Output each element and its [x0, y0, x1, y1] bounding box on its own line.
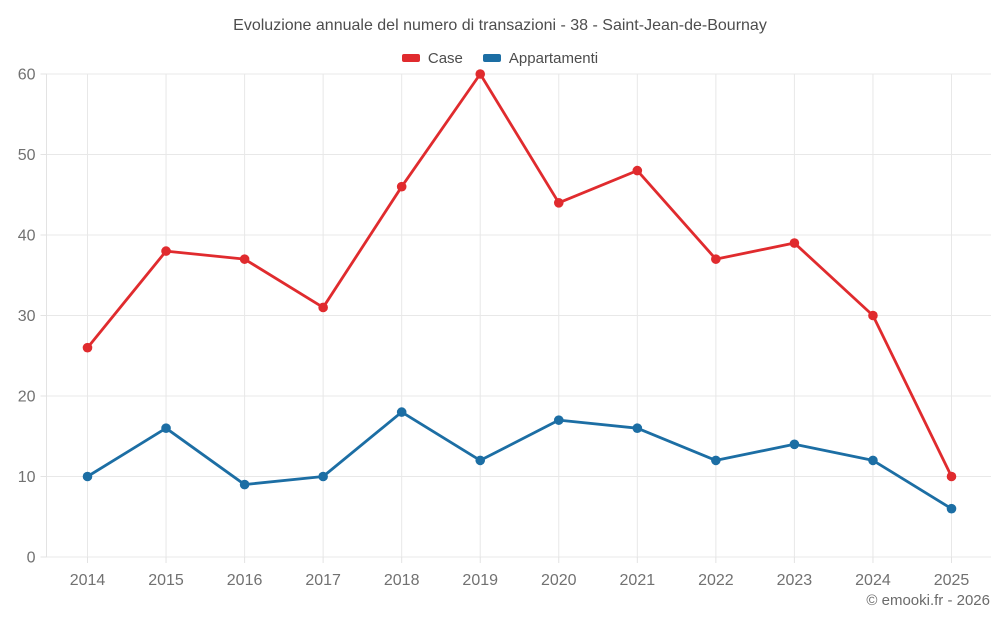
- y-tick-label: 40: [18, 228, 36, 245]
- x-tick-label: 2025: [934, 572, 970, 589]
- data-point-case-2025: [946, 471, 957, 482]
- x-tick-label: 2017: [305, 572, 341, 589]
- data-point-case-2018: [396, 181, 407, 192]
- legend-label: Case: [427, 49, 463, 67]
- data-point-appartamenti-2015: [161, 423, 171, 434]
- x-tick-label: 2024: [855, 572, 891, 589]
- legend-swatch: [482, 54, 501, 62]
- data-point-appartamenti-2014: [82, 471, 93, 482]
- data-point-appartamenti-2023: [789, 439, 800, 450]
- data-point-case-2016: [239, 254, 250, 264]
- legend-item-case[interactable]: Case: [401, 49, 463, 67]
- y-tick-label: 50: [18, 147, 36, 164]
- x-tick-label: 2018: [384, 572, 420, 589]
- series-line-case: [86, 72, 953, 478]
- x-tick-label: 2015: [148, 572, 184, 589]
- x-tick-label: 2016: [227, 572, 263, 589]
- series-points-appartamenti: [82, 407, 957, 514]
- y-tick-label: 20: [18, 389, 36, 406]
- data-point-appartamenti-2019: [475, 455, 486, 466]
- y-axis: 0 10 20 30 40 50 60: [18, 67, 991, 567]
- chart-legend: Case Appartamenti: [0, 47, 1000, 69]
- x-tick-label: 2023: [777, 572, 813, 589]
- data-point-case-2022: [711, 254, 721, 264]
- data-point-appartamenti-2021: [632, 423, 643, 434]
- data-point-case-2020: [553, 198, 564, 208]
- x-tick-label: 2019: [462, 572, 498, 589]
- data-point-appartamenti-2024: [868, 455, 878, 466]
- y-tick-label: 0: [27, 550, 36, 567]
- x-tick-label: 2014: [70, 572, 106, 589]
- data-point-appartamenti-2017: [318, 471, 328, 482]
- y-tick-label: 30: [18, 308, 36, 325]
- data-point-case-2023: [789, 238, 800, 248]
- data-point-case-2021: [632, 165, 643, 176]
- legend-item-appartamenti[interactable]: Appartamenti: [482, 49, 599, 67]
- x-tick-label: 2022: [698, 572, 734, 589]
- data-point-appartamenti-2016: [239, 479, 250, 490]
- chart-title: Evoluzione annuale del numero di transaz…: [233, 17, 767, 34]
- series-points-case: [82, 69, 957, 482]
- data-point-appartamenti-2018: [396, 407, 407, 417]
- y-tick-label: 10: [18, 469, 36, 486]
- data-point-appartamenti-2025: [946, 503, 957, 514]
- data-point-case-2014: [82, 342, 93, 353]
- x-axis: 2014 2015 2016 2017 2018 2019 2020 2021 2022 2023…: [70, 74, 970, 589]
- legend-swatch: [401, 54, 420, 62]
- x-tick-label: 2020: [541, 572, 577, 589]
- data-point-case-2017: [318, 302, 328, 313]
- data-point-appartamenti-2020: [553, 415, 564, 425]
- legend-label: Appartamenti: [508, 49, 599, 67]
- credit-text: © emooki.fr - 2026: [866, 592, 990, 609]
- y-tick-label: 60: [18, 67, 36, 84]
- data-point-appartamenti-2022: [711, 455, 721, 466]
- x-tick-label: 2021: [620, 572, 656, 589]
- data-point-case-2015: [161, 246, 171, 256]
- data-point-case-2024: [868, 310, 878, 321]
- series-line-appartamenti: [86, 410, 953, 511]
- data-point-case-2019: [475, 69, 486, 79]
